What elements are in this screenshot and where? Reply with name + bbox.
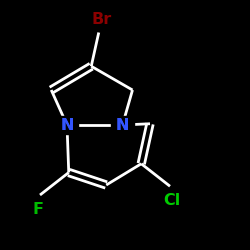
- Text: N: N: [116, 118, 129, 132]
- Bar: [111, 116, 134, 134]
- Text: N: N: [116, 118, 129, 132]
- Text: Cl: Cl: [164, 193, 180, 208]
- Bar: [56, 116, 78, 134]
- Text: Br: Br: [91, 12, 112, 27]
- Text: N: N: [60, 118, 74, 132]
- Text: N: N: [60, 118, 74, 132]
- Text: F: F: [32, 202, 44, 217]
